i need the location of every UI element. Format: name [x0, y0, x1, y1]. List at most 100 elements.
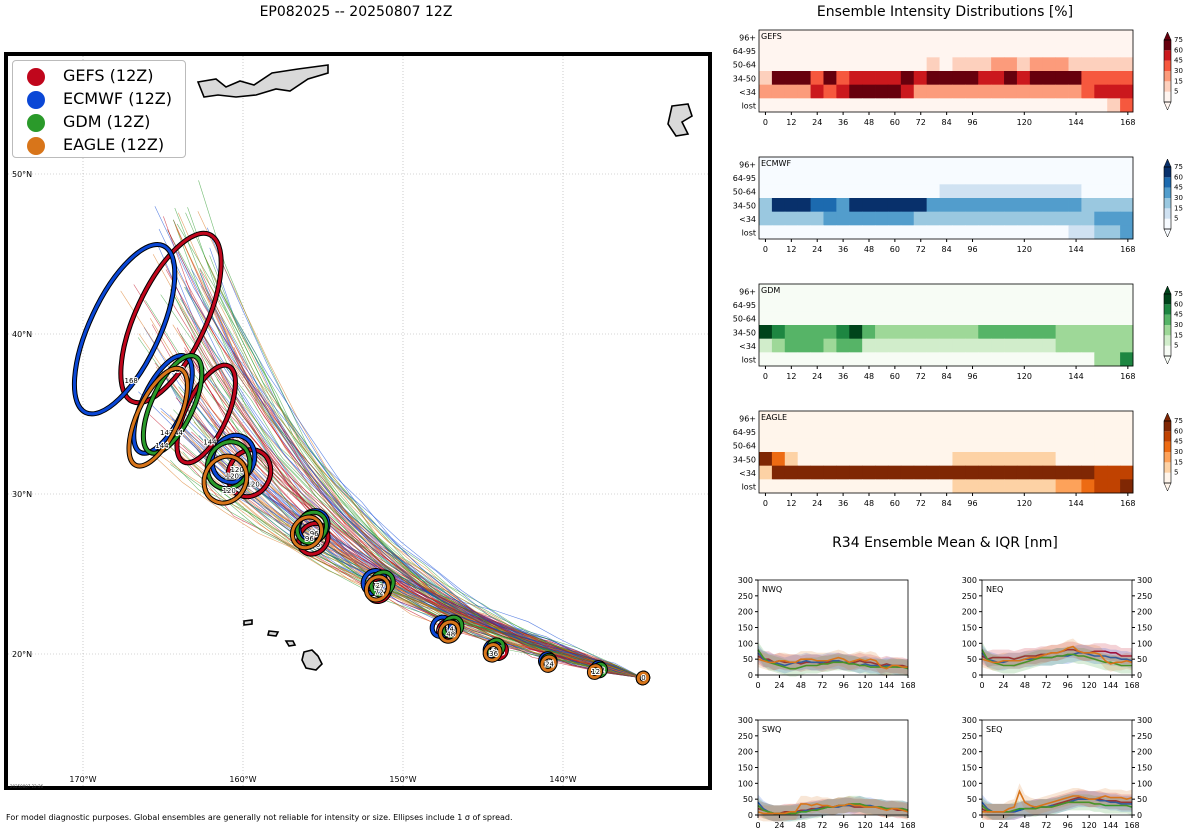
y-category-label: 34-50 — [733, 328, 756, 337]
member-tracks — [120, 180, 644, 679]
y-tick-label: 250 — [962, 592, 977, 601]
heatmap-cell — [1120, 71, 1134, 86]
heatmap-cell — [926, 325, 940, 340]
colorbar-segment — [1164, 208, 1171, 219]
heatmap-cell — [759, 170, 773, 185]
heatmap-cell — [952, 71, 966, 86]
heatmap-cell — [965, 424, 979, 439]
lat-tick-label: 30°N — [12, 490, 32, 499]
heatmap-cell — [1042, 325, 1057, 340]
heatmap-cell — [823, 438, 837, 453]
heatmap-cell — [991, 198, 1005, 213]
heatmap-cell — [1107, 184, 1121, 199]
heatmap-cell — [797, 43, 811, 58]
heatmap-cell — [771, 338, 786, 353]
heatmap-cell — [875, 170, 889, 185]
heatmap-cell — [1016, 297, 1031, 312]
heatmap-cell — [1016, 211, 1031, 226]
track-map-canvas: 170°W 160°W 150°W 140°W 50°N 40°N 30°N 20°N 0 12 2… — [8, 56, 708, 786]
alaska-panhandle — [667, 103, 693, 137]
heatmap-cell — [849, 284, 863, 299]
heatmap-cell — [1016, 43, 1031, 58]
heatmap-cell — [978, 184, 992, 199]
heatmap-cell — [1004, 479, 1018, 494]
heatmap-cell — [1094, 198, 1108, 213]
heatmap-cell — [1004, 43, 1018, 58]
heatmap-cell — [1068, 479, 1082, 494]
heatmap-cell — [862, 43, 876, 58]
heatmap-cell — [810, 157, 824, 172]
colorbar-tick-label: 60 — [1174, 46, 1183, 54]
heatmap-cell — [1042, 98, 1057, 113]
heatmap-cell — [978, 98, 992, 113]
colorbar-tick-label: 5 — [1174, 469, 1178, 477]
heatmap-cell — [784, 198, 799, 213]
heatmap-cell — [1120, 57, 1134, 72]
heatmap-cell — [1004, 338, 1018, 353]
x-tick-label: 168 — [1120, 499, 1135, 508]
x-tick-label: 48 — [796, 821, 806, 830]
x-tick-label: 48 — [864, 245, 874, 254]
heatmap-cell — [836, 198, 850, 213]
heatmap-cell — [797, 98, 811, 113]
y-category-label: 64-95 — [733, 428, 756, 437]
heatmap-cell — [759, 311, 773, 326]
colorbar-segment — [1164, 325, 1171, 336]
colorbar-tick-label: 15 — [1174, 77, 1183, 85]
heatmap-cell — [952, 352, 966, 367]
heatmap-cell — [913, 30, 928, 45]
heatmap-cell — [810, 57, 824, 72]
heatmap-cell — [849, 198, 863, 213]
colorbar-segment — [1164, 167, 1171, 178]
forecast-hour-label: 24 — [543, 657, 552, 665]
heatmap-cell — [939, 297, 953, 312]
heatmap-cell — [1068, 43, 1082, 58]
colorbar-tick-label: 30 — [1174, 321, 1183, 329]
heatmap-cell — [1094, 84, 1108, 99]
heatmap-cell — [1068, 325, 1082, 340]
ellipse-eagle — [202, 454, 249, 505]
member-track-line — [148, 413, 644, 679]
heatmap-cell — [1042, 479, 1057, 494]
heatmap-cell — [900, 30, 915, 45]
member-track-line — [171, 418, 644, 679]
heatmap-cell — [1055, 338, 1069, 353]
heatmap-cell — [1107, 211, 1121, 226]
iqr-band — [758, 649, 908, 677]
heatmap-cell — [1107, 424, 1121, 439]
heatmap-cell — [784, 170, 799, 185]
heatmap-cell — [913, 438, 928, 453]
heatmap-cell — [1107, 98, 1121, 113]
heatmap-cell — [823, 225, 837, 240]
forecast-hour-label: 24 — [545, 659, 554, 667]
ellipse-gefs — [119, 231, 223, 405]
track-map[interactable]: 170°W 160°W 150°W 140°W 50°N 40°N 30°N 20°N 0 12 2… — [4, 52, 712, 790]
heatmap-cell — [784, 424, 799, 439]
heatmap-cell — [939, 424, 953, 439]
x-tick-label: 120 — [1082, 681, 1097, 690]
heatmap-cell — [926, 57, 940, 72]
colorbar-tick-label: 30 — [1174, 448, 1183, 456]
heatmap-cell — [939, 170, 953, 185]
x-tick-label: 0 — [979, 821, 984, 830]
heatmap-cell — [784, 479, 799, 494]
heatmap-cell — [784, 43, 799, 58]
heatmap-cell — [836, 325, 850, 340]
heatmap-cell — [1107, 157, 1121, 172]
alaska-coast — [196, 64, 329, 98]
heatmap-cell — [810, 479, 824, 494]
heatmap-cell — [1094, 424, 1108, 439]
heatmap-cell — [797, 411, 811, 426]
heatmap-cell — [1042, 57, 1057, 72]
member-track-line — [165, 269, 644, 679]
mean-line-eagle — [982, 789, 1133, 813]
heatmap-cell — [1029, 157, 1044, 172]
heatmap-cell — [1016, 284, 1031, 299]
x-tick-label: 24 — [998, 821, 1008, 830]
heatmap-cell — [784, 352, 799, 367]
heatmap-cell — [1068, 71, 1082, 86]
member-track-line — [201, 477, 644, 679]
x-tick-label: 0 — [755, 821, 760, 830]
uncertainty-ellipses: 0122436487296120144168012243648729612014… — [71, 230, 651, 686]
r34-panel-title: R34 Ensemble Mean & IQR [nm] — [832, 535, 1058, 551]
